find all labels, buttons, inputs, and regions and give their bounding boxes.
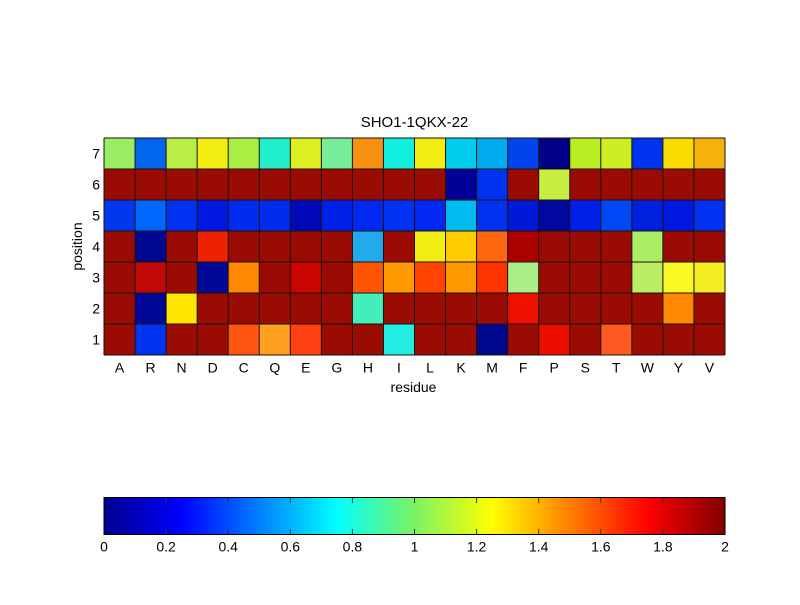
- svg-text:S: S: [581, 360, 590, 376]
- svg-text:1: 1: [411, 539, 419, 555]
- svg-text:1: 1: [92, 332, 100, 348]
- svg-text:H: H: [363, 360, 373, 376]
- svg-text:G: G: [331, 360, 342, 376]
- svg-text:F: F: [519, 360, 528, 376]
- svg-text:6: 6: [92, 177, 100, 193]
- svg-text:0.2: 0.2: [156, 539, 176, 555]
- svg-text:1.6: 1.6: [591, 539, 611, 555]
- svg-text:V: V: [705, 360, 715, 376]
- svg-text:position: position: [69, 222, 85, 270]
- svg-text:3: 3: [92, 270, 100, 286]
- svg-text:T: T: [612, 360, 621, 376]
- svg-text:D: D: [208, 360, 218, 376]
- svg-text:K: K: [456, 360, 466, 376]
- svg-text:5: 5: [92, 208, 100, 224]
- svg-text:0.8: 0.8: [343, 539, 363, 555]
- svg-text:Y: Y: [674, 360, 684, 376]
- svg-text:1.4: 1.4: [529, 539, 549, 555]
- svg-text:2: 2: [92, 301, 100, 317]
- svg-text:M: M: [486, 360, 498, 376]
- svg-text:Q: Q: [269, 360, 280, 376]
- svg-text:residue: residue: [391, 379, 437, 395]
- svg-text:1.8: 1.8: [653, 539, 673, 555]
- svg-text:2: 2: [721, 539, 729, 555]
- svg-text:4: 4: [92, 239, 100, 255]
- svg-text:SHO1-1QKX-22: SHO1-1QKX-22: [361, 114, 469, 131]
- svg-text:1.2: 1.2: [467, 539, 487, 555]
- svg-text:R: R: [146, 360, 156, 376]
- svg-text:7: 7: [92, 146, 100, 162]
- svg-text:L: L: [426, 360, 434, 376]
- svg-text:0.6: 0.6: [281, 539, 301, 555]
- svg-text:E: E: [301, 360, 310, 376]
- svg-text:I: I: [397, 360, 401, 376]
- svg-text:C: C: [239, 360, 249, 376]
- svg-text:P: P: [550, 360, 559, 376]
- svg-text:0.4: 0.4: [218, 539, 238, 555]
- svg-text:W: W: [641, 360, 655, 376]
- svg-text:0: 0: [100, 539, 108, 555]
- svg-text:N: N: [177, 360, 187, 376]
- svg-text:A: A: [115, 360, 125, 376]
